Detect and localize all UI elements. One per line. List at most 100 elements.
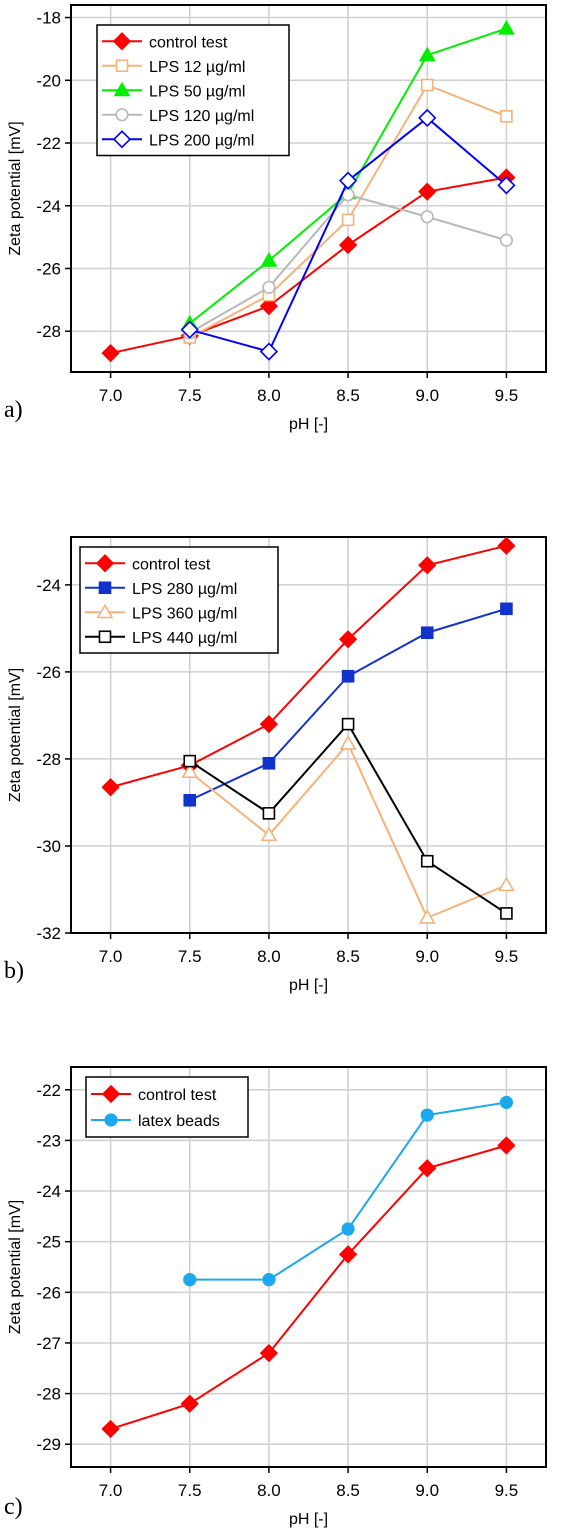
series-0	[101, 1136, 516, 1439]
panel-0: 7.0 7.5 8.0 8.5 9.0 9.5 -28 -26 -24 -22 -20 -18 pH […	[4, 4, 547, 433]
legend-label: control test	[132, 556, 211, 573]
data-point	[418, 1159, 437, 1178]
y-tick-label: -20	[36, 71, 61, 90]
y-tick-label: -18	[36, 9, 61, 28]
legend-label: control test	[138, 1087, 217, 1104]
data-point	[418, 108, 437, 128]
series-1	[183, 602, 513, 807]
series-1	[183, 1095, 514, 1287]
y-tick-label: -26	[36, 663, 61, 682]
data-point	[180, 1394, 199, 1413]
legend-marker	[98, 630, 112, 644]
x-tick-label: 8.0	[257, 947, 281, 966]
data-point	[341, 1222, 355, 1236]
plot-frame	[70, 4, 547, 373]
y-tick-label: -29	[36, 1435, 61, 1454]
y-tick-label: -28	[36, 750, 61, 769]
y-tick-label: -23	[36, 1131, 61, 1150]
legend-label: latex beads	[138, 1113, 220, 1130]
data-point	[259, 296, 279, 316]
x-tick-label: 7.5	[178, 386, 202, 405]
y-tick-label: -24	[36, 197, 61, 216]
x-tick-label: 9.0	[415, 386, 439, 405]
data-point	[181, 763, 199, 779]
legend-marker	[98, 581, 112, 595]
x-tick-label: 9.0	[415, 947, 439, 966]
y-tick-label: -25	[36, 1233, 61, 1252]
legend-marker	[115, 108, 129, 122]
x-tick-label: 7.5	[178, 947, 202, 966]
x-axis-label: pH [-]	[289, 1511, 328, 1528]
legend-item: LPS 360 µg/ml	[85, 603, 237, 622]
data-point	[262, 807, 276, 820]
y-axis-label: Zeta potential [mV]	[7, 1200, 24, 1334]
plot-frame	[70, 1066, 547, 1468]
y-tick-label: -24	[36, 1182, 61, 1201]
panel-label: a)	[4, 397, 23, 423]
legend-item: LPS 50 µg/ml	[102, 81, 245, 100]
legend: control test latex beads	[85, 1076, 249, 1138]
data-point	[339, 735, 357, 750]
data-point	[101, 1419, 120, 1439]
x-tick-label: 7.0	[99, 1481, 123, 1500]
legend-item: LPS 440 µg/ml	[85, 630, 237, 647]
x-tick-label: 9.5	[495, 947, 519, 966]
x-tick-label: 9.5	[495, 1481, 519, 1500]
data-point	[183, 754, 197, 768]
legend-label: LPS 280 µg/ml	[132, 581, 237, 598]
data-point	[418, 182, 437, 201]
legend-label: LPS 120 µg/ml	[149, 108, 254, 125]
data-point	[338, 1245, 358, 1264]
legend-label: control test	[149, 34, 228, 51]
y-tick-label: -26	[36, 259, 61, 278]
series-line	[110, 544, 507, 789]
legend-item: LPS 120 µg/ml	[102, 108, 254, 125]
y-tick-label: -32	[36, 924, 61, 943]
x-tick-label: 8.5	[336, 386, 360, 405]
data-point	[262, 280, 276, 294]
x-tick-label: 7.0	[99, 947, 123, 966]
y-tick-label: -22	[36, 1081, 61, 1100]
data-point	[341, 213, 355, 227]
data-point	[420, 854, 434, 868]
x-tick-label: 8.5	[336, 1481, 360, 1500]
legend-label: LPS 50 µg/ml	[149, 83, 245, 100]
y-tick-label: -28	[36, 1385, 61, 1404]
series-4	[180, 108, 516, 361]
legend-item: LPS 200 µg/ml	[102, 130, 254, 149]
series-line	[110, 176, 507, 355]
data-point	[262, 756, 276, 770]
series-line	[110, 1144, 507, 1430]
legend-marker	[96, 603, 114, 619]
data-point	[341, 669, 355, 683]
data-point	[497, 176, 516, 195]
y-tick-label: -30	[36, 837, 61, 856]
data-point	[497, 536, 516, 555]
y-tick-label: -27	[36, 1334, 61, 1353]
legend-item: LPS 280 µg/ml	[85, 581, 237, 598]
data-point	[497, 1136, 516, 1155]
data-point	[498, 19, 515, 35]
y-axis-label: Zeta potential [mV]	[7, 668, 24, 802]
data-point	[260, 252, 278, 267]
legend-item: control test	[102, 32, 228, 51]
legend-label: LPS 360 µg/ml	[132, 605, 237, 622]
x-tick-label: 8.0	[257, 1481, 281, 1500]
panel-label: c)	[4, 1494, 23, 1520]
legend-marker	[113, 81, 131, 97]
panel-label: b)	[4, 958, 24, 984]
data-point	[420, 626, 434, 640]
x-tick-label: 9.0	[415, 1481, 439, 1500]
y-tick-label: -26	[36, 1283, 61, 1302]
data-point	[500, 602, 513, 616]
data-point	[262, 1273, 276, 1287]
y-axis-label: Zeta potential [mV]	[7, 121, 24, 255]
y-tick-label: -28	[36, 322, 61, 341]
data-point	[420, 1108, 434, 1122]
x-tick-label: 8.0	[257, 386, 281, 405]
data-point	[101, 778, 120, 797]
x-tick-label: 7.0	[99, 386, 123, 405]
data-point	[259, 714, 279, 734]
data-point	[338, 630, 358, 649]
